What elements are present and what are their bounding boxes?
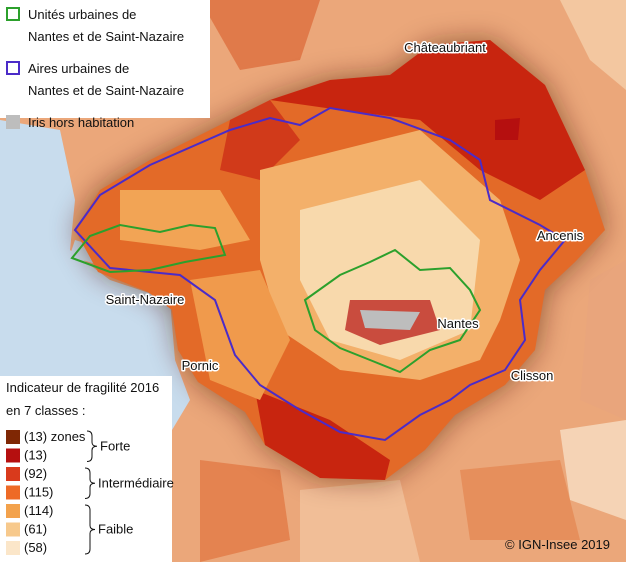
legend-swatch bbox=[6, 522, 20, 537]
nantes-urban-unit bbox=[303, 248, 482, 374]
place-label: Clisson bbox=[511, 368, 554, 383]
legend-label: Nantes et de Saint-Nazaire bbox=[28, 29, 184, 44]
legend-swatch bbox=[6, 430, 20, 444]
saint-nazaire-urban-unit bbox=[70, 223, 227, 274]
legend-group: Faible bbox=[98, 522, 133, 537]
place-label: Pornic bbox=[182, 358, 219, 373]
legend-label: Aires urbaines de bbox=[28, 61, 129, 76]
place-label: Châteaubriant bbox=[404, 40, 486, 55]
legend-swatch bbox=[6, 467, 20, 481]
legend-label: Unités urbaines de bbox=[28, 7, 136, 22]
legend-label: Iris hors habitation bbox=[28, 115, 134, 130]
legend-swatch bbox=[6, 61, 20, 75]
legend-label: (13) bbox=[24, 448, 47, 463]
legend-swatch bbox=[6, 7, 20, 21]
legend-label: (61) bbox=[24, 522, 47, 537]
legend-title: en 7 classes : bbox=[6, 403, 86, 418]
urban-area-boundary bbox=[73, 106, 567, 442]
legend-title: Indicateur de fragilité 2016 bbox=[6, 380, 159, 395]
legend-label: (58) bbox=[24, 540, 47, 555]
legend-top-items: Unités urbaines de Nantes et de Saint-Naz… bbox=[6, 7, 184, 130]
brace bbox=[84, 467, 96, 499]
legend-bottom bbox=[0, 376, 172, 562]
legend-label: Nantes et de Saint-Nazaire bbox=[28, 83, 184, 98]
credit: © IGN-Insee 2019 bbox=[505, 537, 610, 552]
legend-top bbox=[0, 0, 210, 118]
legend-swatch bbox=[6, 541, 20, 555]
legend-swatch bbox=[6, 485, 20, 500]
brace bbox=[86, 430, 98, 462]
legend-swatch bbox=[6, 115, 20, 129]
legend-swatch bbox=[6, 448, 20, 463]
legend-label: (13) zones bbox=[24, 429, 86, 444]
legend-bottom-items: Indicateur de fragilité 2016 en 7 classes… bbox=[6, 380, 174, 555]
legend-label: (114) bbox=[24, 503, 53, 518]
place-label: Saint-Nazaire bbox=[106, 292, 185, 307]
place-label: Ancenis bbox=[537, 228, 584, 243]
fragility-zones bbox=[120, 40, 585, 480]
legend-group: Intermédiaire bbox=[98, 475, 174, 490]
surrounding-areas bbox=[200, 0, 626, 562]
legend-swatch bbox=[6, 504, 20, 518]
legend-label: (115) bbox=[24, 485, 53, 500]
legend-group: Forte bbox=[100, 438, 130, 453]
legend-label: (92) bbox=[24, 466, 47, 481]
place-label: Nantes bbox=[437, 316, 479, 331]
brace bbox=[84, 504, 96, 555]
